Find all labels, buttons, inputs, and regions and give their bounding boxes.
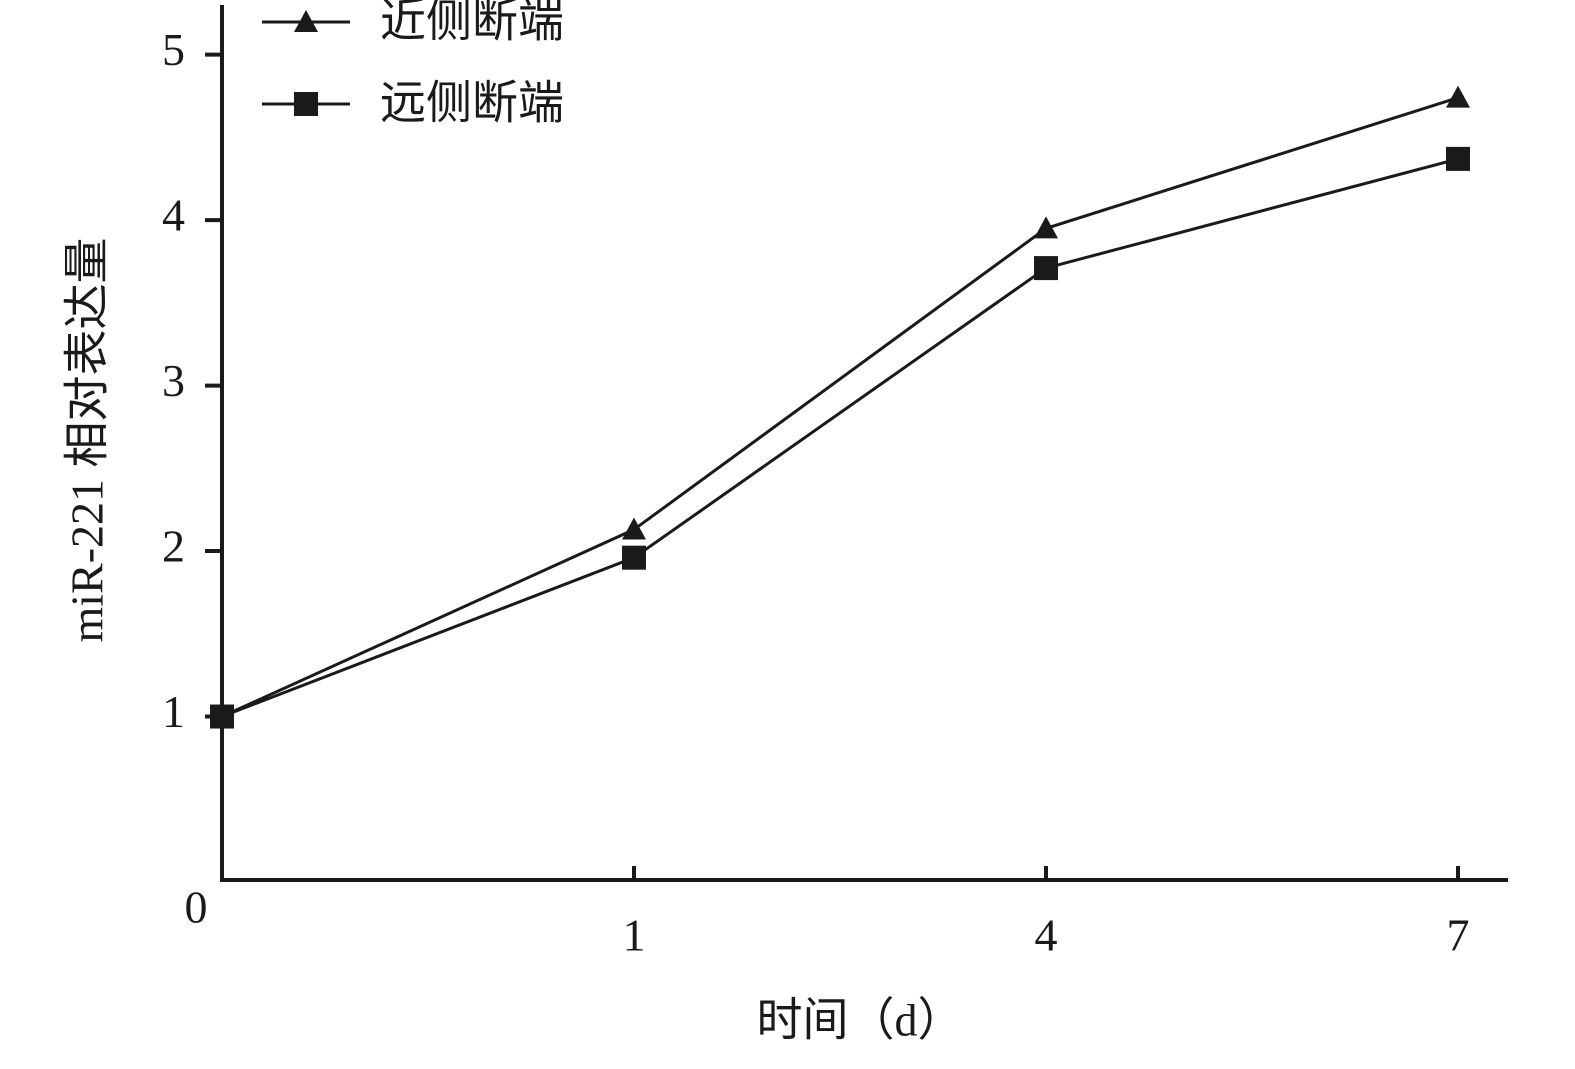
series-line	[221, 157, 1459, 718]
y-tick-label: 2	[162, 521, 185, 572]
y-tick-label: 5	[162, 24, 185, 75]
x-tick-label: 4	[1035, 910, 1058, 961]
legend-label: 远侧断端	[380, 78, 564, 129]
series-line	[221, 96, 1459, 718]
y-tick-label: 3	[162, 355, 185, 406]
y-tick-label: 1	[162, 686, 185, 737]
marker-triangle	[294, 10, 318, 32]
legend-label: 近侧断端	[380, 0, 564, 47]
y-axis-label: miR-221 相对表达量	[62, 237, 113, 642]
x-axis-label: 时间（d）	[757, 995, 964, 1046]
marker-triangle	[1446, 85, 1470, 108]
x-tick-label: 7	[1447, 910, 1470, 961]
x-tick-label: 0	[185, 882, 208, 933]
marker-square	[1446, 146, 1470, 171]
marker-triangle	[1034, 216, 1058, 239]
marker-square	[1034, 256, 1058, 281]
x-tick-label: 1	[623, 910, 646, 961]
y-tick-label: 4	[162, 190, 185, 241]
marker-square	[294, 92, 318, 116]
marker-triangle	[622, 517, 646, 540]
marker-square	[622, 545, 646, 570]
marker-square	[210, 704, 234, 729]
